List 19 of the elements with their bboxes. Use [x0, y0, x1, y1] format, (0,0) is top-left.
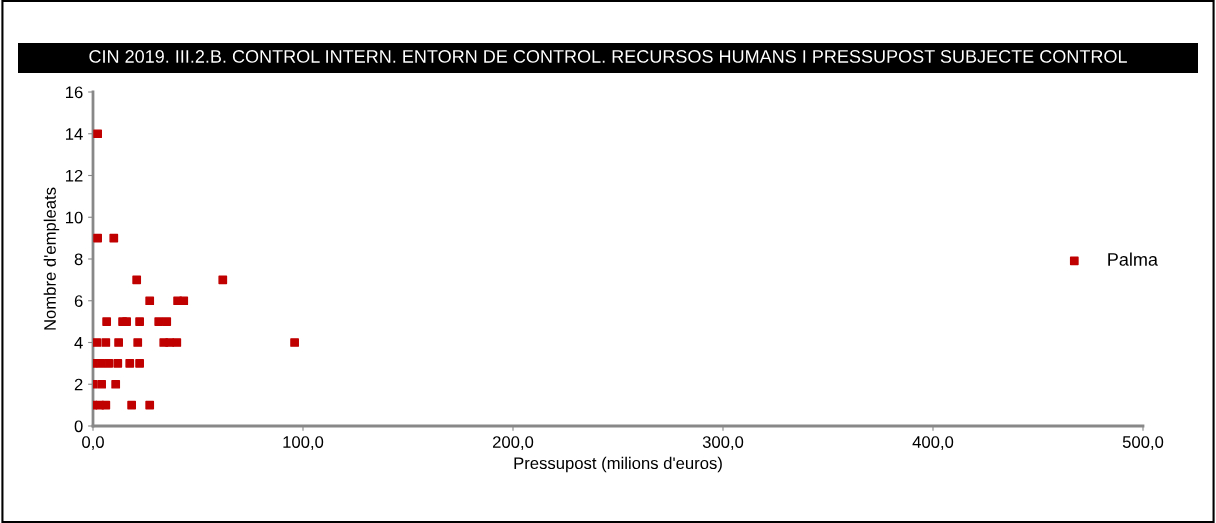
x-axis-title: Pressupost (milions d'euros)	[514, 456, 722, 473]
legend-label: Palma	[1108, 252, 1158, 266]
y-tick-label: 6	[74, 295, 83, 307]
y-tick-label: 10	[66, 211, 83, 224]
x-tick-label: 200,0	[492, 436, 534, 450]
y-axis-title: Nombre d'empleats	[43, 187, 60, 330]
x-tick-label: 500,0	[1122, 436, 1164, 450]
y-tick-label: 16	[66, 86, 83, 99]
y-tick-label: 12	[66, 169, 83, 182]
chart-title: CIN 2019. III.2.B. CONTROL INTERN. ENTORN DE CONTROL. RECURSOS HUMANS I PRESSUPOST SUBJECTE CONTROL	[89, 50, 1127, 63]
y-tick-label: 4	[74, 337, 83, 349]
y-tick-label: 14	[66, 128, 83, 140]
x-tick-label: 300,0	[702, 436, 744, 450]
x-tick-label: 400,0	[912, 436, 954, 450]
y-tick-label: 0	[74, 420, 83, 433]
y-tick-label: 2	[74, 378, 83, 391]
y-tick-label: 8	[74, 253, 83, 266]
x-tick-label: 0,0	[82, 436, 104, 450]
x-tick-label: 100,0	[283, 436, 324, 450]
